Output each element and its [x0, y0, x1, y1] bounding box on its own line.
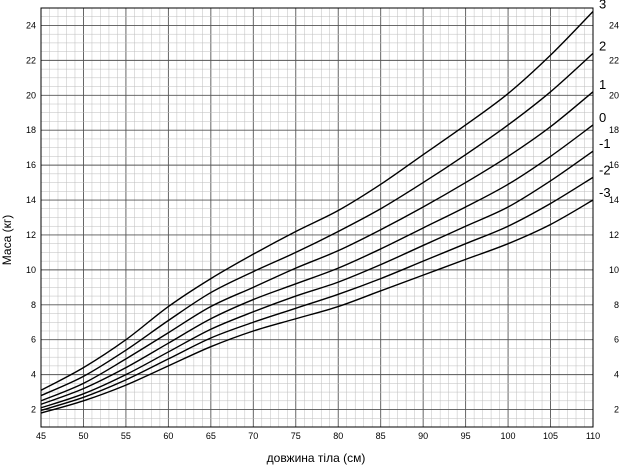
x-tick-label: 85: [376, 431, 386, 441]
y-tick-label-right: 20: [609, 90, 619, 100]
curve--1: [40, 150, 594, 409]
y-tick-label-left: 4: [31, 370, 36, 380]
curve-label-2: 2: [599, 38, 606, 53]
curve-3: [40, 11, 594, 391]
y-tick-label-right: 24: [609, 20, 619, 30]
y-tick-label-left: 8: [31, 300, 36, 310]
y-tick-label-left: 20: [26, 90, 36, 100]
x-tick-label: 110: [586, 431, 600, 441]
curve-label-1: 1: [599, 77, 606, 92]
x-tick-label: 45: [36, 431, 46, 441]
y-tick-label-left: 2: [31, 405, 36, 415]
y-tick-label-right: 2: [614, 405, 619, 415]
y-tick-label-right: 12: [609, 230, 619, 240]
y-tick-label-left: 6: [31, 335, 36, 345]
x-tick-label: 95: [461, 431, 471, 441]
x-tick-label: 60: [163, 431, 173, 441]
plot-border: [40, 7, 594, 428]
y-tick-label-left: 12: [26, 230, 36, 240]
y-tick-label-left: 14: [26, 195, 36, 205]
y-axis-title: Маса (кг): [0, 215, 14, 265]
curve--3: [40, 199, 594, 414]
grid: [40, 7, 594, 428]
y-tick-label-right: 6: [614, 335, 619, 345]
y-tick-label-left: 10: [26, 265, 36, 275]
curve-0: [40, 124, 594, 405]
curves: [40, 11, 594, 414]
y-tick-label-right: 4: [614, 370, 619, 380]
y-tick-label-left: 24: [26, 20, 36, 30]
x-tick-label: 100: [501, 431, 516, 441]
x-tick-label: 65: [206, 431, 216, 441]
y-tick-label-right: 14: [609, 195, 619, 205]
x-axis-title: довжина тіла (см): [267, 451, 366, 465]
curve-label--3: -3: [599, 185, 611, 200]
x-tick-label: 80: [333, 431, 343, 441]
y-tick-label-right: 18: [609, 125, 619, 135]
y-tick-label-right: 22: [609, 55, 619, 65]
x-tick-label: 75: [291, 431, 301, 441]
x-tick-label: 70: [248, 431, 258, 441]
x-tick-label: 90: [418, 431, 428, 441]
curve-label--1: -1: [599, 136, 611, 151]
curve-labels: 3 2 1 0 -1 -2 -3: [599, 0, 611, 200]
curve-1: [40, 91, 594, 402]
y-tick-label-left: 22: [26, 55, 36, 65]
x-tick-label: 55: [121, 431, 131, 441]
x-tick-label: 105: [543, 431, 558, 441]
curve-label-3: 3: [599, 0, 606, 11]
curve-label--2: -2: [599, 162, 611, 177]
y-tick-label-right: 8: [614, 300, 619, 310]
y-tick-label-right: 10: [609, 265, 619, 275]
curve-2: [40, 52, 594, 397]
curve--2: [40, 176, 594, 412]
y-tick-label-left: 18: [26, 125, 36, 135]
y-tick-label-right: 16: [609, 160, 619, 170]
curve-label-0: 0: [599, 110, 606, 125]
x-tick-label: 50: [78, 431, 88, 441]
y-tick-label-left: 16: [26, 160, 36, 170]
